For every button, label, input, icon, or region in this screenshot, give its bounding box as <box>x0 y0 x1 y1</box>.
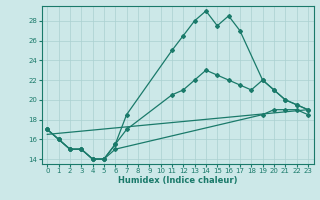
X-axis label: Humidex (Indice chaleur): Humidex (Indice chaleur) <box>118 176 237 185</box>
